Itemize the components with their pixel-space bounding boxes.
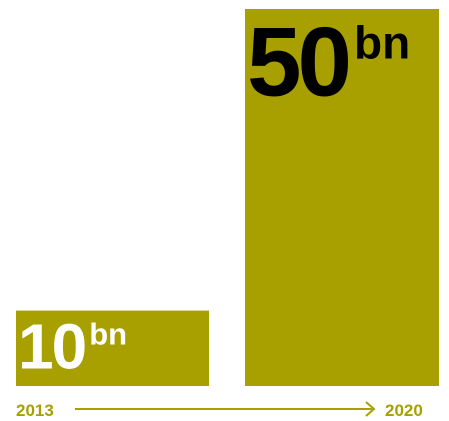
bar-value-label-2013: 10 bn (18, 311, 127, 383)
bar-2020 (245, 9, 439, 386)
x-tick-label-end: 2020 (385, 401, 423, 420)
bar-2013 (16, 310, 209, 386)
bars-group (16, 9, 439, 386)
bar-value-unit: bn (89, 316, 127, 351)
x-tick-label-start: 2013 (16, 401, 54, 420)
bar-value-number: 50 (247, 7, 349, 117)
bar-value-label-2020: 50 bn (247, 7, 410, 117)
bar-value-number: 10 (18, 311, 85, 383)
timeline-arrow-head-icon (365, 401, 376, 417)
timeline-axis: 2013 2020 (16, 401, 423, 420)
bar-value-unit: bn (354, 16, 410, 68)
